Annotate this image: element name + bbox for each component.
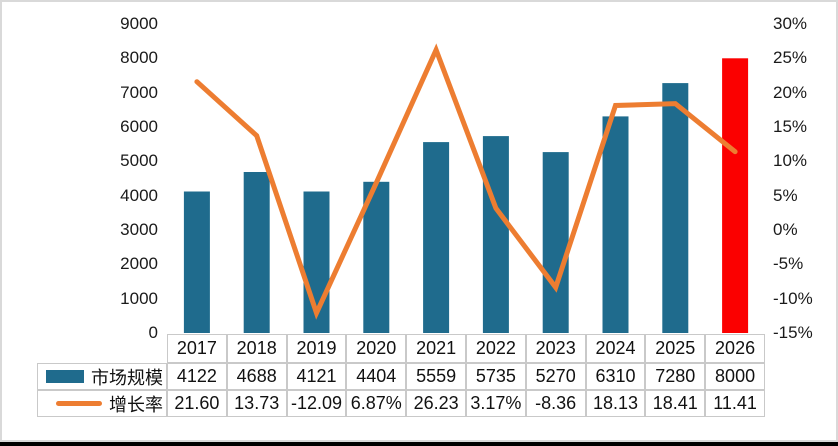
left-axis-tick-label: 8000: [120, 48, 158, 68]
right-axis-tick-label: 0%: [773, 220, 798, 239]
table-growth-rate-cell: 6.87%: [346, 390, 407, 417]
legend-item-market-size: 市场规模: [37, 363, 167, 390]
left-axis-tick-label: 2000: [120, 254, 158, 274]
bar: [183, 191, 210, 333]
table-growth-rate-cell: 3.17%: [465, 390, 526, 417]
right-axis-tick-label: 30%: [773, 14, 808, 33]
data-table: 市场规模 增长率 2017 2018 2019 2020 2021 2022 2023 202…: [37, 334, 765, 417]
table-year-cell: 2024: [585, 334, 646, 363]
right-axis-tick-label: -10%: [773, 288, 813, 308]
legend-label-market-size: 市场规模: [91, 367, 163, 388]
table-year-cell: 2023: [525, 334, 586, 363]
table-market-size-cell: 8000: [705, 363, 765, 390]
bar: [482, 136, 509, 333]
right-axis-tick-label: 15%: [773, 117, 808, 136]
table-market-size-cell: 5735: [465, 363, 526, 390]
table-market-size-cell: 5270: [525, 363, 586, 390]
table-market-size-cell: 4121: [286, 363, 347, 390]
table-growth-rate-cell: 18.41: [645, 390, 706, 417]
legend-item-growth-rate: 增长率: [37, 390, 167, 417]
table-year-cell: 2026: [705, 334, 765, 363]
table-year-cell: 2018: [226, 334, 287, 363]
right-axis-tick-label: -5%: [773, 254, 804, 274]
growth-rate-legend-swatch-icon: [56, 401, 102, 406]
table-market-size-cell: 4688: [226, 363, 287, 390]
right-axis-tick-label: 10%: [773, 151, 808, 171]
table-year-cell: 2022: [465, 334, 526, 363]
table-growth-rate-cell: -8.36: [525, 390, 586, 417]
window-bottom-edge: [0, 442, 838, 446]
table-growth-rate-cell: 18.13: [585, 390, 646, 417]
right-axis-tick-label: -15%: [773, 323, 813, 342]
table-growth-rate-cell: 26.23: [406, 390, 466, 417]
bar: [542, 152, 569, 333]
table-market-size-cell: 6310: [585, 363, 646, 390]
bar-highlight: [722, 58, 749, 334]
right-axis-tick-label: 20%: [773, 82, 808, 102]
table-growth-rate-cell: 13.73: [226, 390, 287, 417]
table-year-cell: 2020: [346, 334, 407, 363]
table-market-size-cell: 4122: [167, 363, 227, 390]
left-axis-tick-label: 4000: [120, 185, 158, 205]
bar: [243, 172, 270, 333]
table-market-size-cell: 5559: [406, 363, 466, 390]
legend-label-growth-rate: 增长率: [109, 394, 163, 415]
left-axis-tick-label: 0: [148, 323, 158, 342]
bar: [602, 116, 629, 334]
left-axis-tick-label: 1000: [120, 288, 158, 308]
left-axis-tick-label: 7000: [120, 82, 158, 102]
bar: [662, 83, 689, 333]
growth-rate-line: [194, 43, 738, 320]
table-year-cell: 2017: [167, 334, 227, 363]
table-market-size-cell: 7280: [645, 363, 706, 390]
right-axis-tick-label: 25%: [773, 48, 808, 68]
table-year-cell: 2021: [406, 334, 466, 363]
table-market-size-cell: 4404: [346, 363, 407, 390]
left-axis-tick-label: 5000: [120, 151, 158, 171]
table-year-cell: 2019: [286, 334, 347, 363]
right-axis-tick-label: 5%: [773, 185, 798, 205]
left-axis-tick-label: 9000: [120, 14, 158, 33]
bar: [423, 142, 450, 333]
left-axis-tick-label: 3000: [120, 220, 158, 239]
table-growth-rate-cell: -12.09: [286, 390, 347, 417]
market-size-legend-swatch-icon: [46, 370, 84, 383]
table-growth-rate-cell: 21.60: [167, 390, 227, 417]
left-axis-tick-label: 6000: [120, 117, 158, 136]
table-growth-rate-cell: 11.41: [705, 390, 765, 417]
table-year-cell: 2025: [645, 334, 706, 363]
